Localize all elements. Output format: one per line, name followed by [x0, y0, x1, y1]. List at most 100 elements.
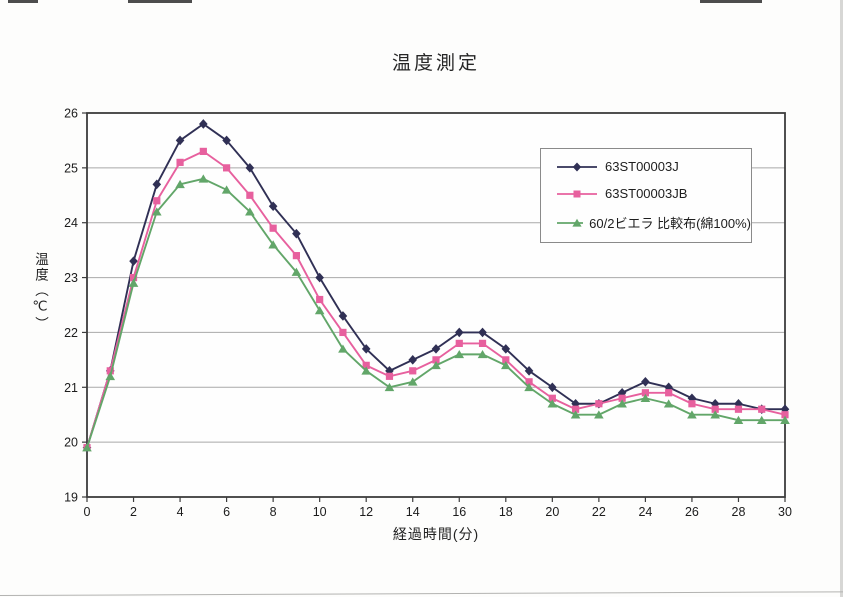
triangle-marker-icon	[524, 382, 534, 392]
square-marker-icon	[478, 339, 487, 347]
square-marker-icon	[316, 295, 324, 304]
x-tick-label: 26	[685, 505, 699, 519]
square-marker-icon	[153, 197, 161, 205]
diamond-marker-icon	[501, 344, 511, 354]
square-marker-icon	[572, 405, 580, 413]
triangle-marker-icon	[572, 218, 582, 227]
y-tick-label: 21	[64, 381, 78, 395]
triangle-marker-icon	[557, 218, 584, 227]
triangle-marker-icon	[756, 415, 767, 424]
x-tick-label: 12	[359, 505, 373, 519]
x-tick-label: 28	[732, 505, 746, 519]
triangle-marker-icon	[128, 278, 139, 287]
diamond-marker-icon	[572, 162, 582, 171]
square-marker-icon	[385, 372, 394, 380]
triangle-marker-icon	[291, 267, 302, 276]
triangle-marker-icon	[245, 207, 255, 216]
triangle-marker-icon	[570, 410, 581, 419]
y-tick-label: 26	[64, 107, 78, 121]
square-marker-icon	[595, 400, 603, 408]
square-marker-icon	[781, 411, 789, 419]
triangle-marker-icon	[221, 185, 232, 194]
triangle-marker-icon	[105, 371, 116, 381]
triangle-marker-icon	[710, 410, 720, 419]
triangle-marker-icon	[198, 174, 209, 183]
diamond-marker-icon	[361, 344, 371, 354]
square-marker-icon	[525, 378, 533, 386]
diamond-marker-icon	[292, 228, 301, 239]
triangle-marker-icon	[733, 415, 744, 424]
x-tick-label: 10	[313, 505, 327, 519]
scan-edge-right	[840, 0, 843, 597]
triangle-marker-icon	[687, 410, 697, 419]
diamond-marker-icon	[687, 393, 697, 404]
y-tick-label: 22	[64, 326, 78, 340]
square-marker-icon	[362, 361, 370, 369]
square-marker-icon	[455, 339, 463, 347]
square-marker-icon	[734, 405, 743, 413]
diamond-marker-icon	[268, 201, 278, 212]
square-marker-icon	[129, 273, 138, 282]
x-tick-label: 6	[223, 505, 230, 519]
triangle-marker-icon	[594, 410, 604, 419]
triangle-marker-icon	[338, 344, 348, 353]
triangle-marker-icon	[477, 349, 488, 359]
diamond-marker-icon	[478, 327, 487, 338]
x-tick-label: 4	[177, 505, 184, 519]
square-marker-icon	[618, 394, 626, 402]
triangle-marker-icon	[407, 377, 418, 386]
square-marker-icon	[711, 405, 719, 413]
square-marker-icon	[106, 367, 114, 375]
square-marker-icon	[409, 367, 417, 375]
diamond-marker-icon	[524, 366, 534, 376]
square-marker-icon	[269, 224, 277, 232]
x-tick-label: 16	[452, 505, 466, 519]
square-marker-icon	[432, 356, 440, 364]
x-tick-label: 2	[130, 505, 137, 519]
x-tick-label: 18	[499, 505, 513, 519]
square-marker-icon	[176, 158, 184, 166]
triangle-marker-icon	[780, 415, 790, 424]
diamond-marker-icon	[557, 162, 597, 171]
diamond-marker-icon	[408, 355, 418, 365]
square-marker-icon	[557, 190, 597, 197]
triangle-marker-icon	[501, 360, 511, 370]
y-axis: 19 20 21 22 23 24 25 26	[64, 107, 87, 505]
x-tick-label: 8	[270, 505, 277, 519]
legend-label: 63ST00003JB	[605, 186, 688, 201]
legend-label: 60/2ビエラ 比較布(綿100%)	[589, 216, 751, 231]
legend-item: 63ST00003JB	[555, 186, 751, 201]
y-tick-label: 20	[64, 436, 78, 450]
y-axis-title: 温度（℃）	[33, 252, 48, 332]
triangle-marker-icon	[268, 240, 278, 249]
diamond-marker-icon	[152, 179, 162, 190]
diamond-marker-icon	[338, 311, 348, 321]
plot-border	[86, 112, 786, 498]
x-tick-label: 30	[778, 505, 792, 519]
square-marker-icon	[573, 190, 581, 197]
square-marker-icon	[665, 389, 673, 397]
triangle-marker-icon	[454, 349, 465, 359]
x-tick-label: 22	[592, 505, 606, 519]
triangle-marker-icon	[175, 179, 185, 189]
series-63ST00003JB	[83, 147, 789, 452]
square-marker-icon	[339, 328, 347, 337]
diamond-marker-icon	[780, 404, 790, 415]
diamond-marker-icon	[734, 398, 743, 409]
scan-smudge	[8, 0, 38, 3]
diamond-marker-icon	[315, 272, 324, 283]
triangle-marker-icon	[361, 366, 371, 375]
diamond-marker-icon	[454, 327, 464, 338]
scan-smudge	[128, 0, 192, 3]
diamond-marker-icon	[222, 135, 231, 146]
x-tick-label: 20	[545, 505, 559, 519]
square-marker-icon	[199, 147, 207, 155]
square-marker-icon	[758, 405, 766, 413]
triangle-marker-icon	[431, 360, 441, 370]
y-tick-label: 25	[64, 161, 78, 175]
x-tick-label: 24	[638, 505, 652, 519]
diamond-marker-icon	[175, 135, 185, 146]
square-marker-icon	[548, 394, 556, 402]
square-marker-icon	[292, 252, 300, 260]
